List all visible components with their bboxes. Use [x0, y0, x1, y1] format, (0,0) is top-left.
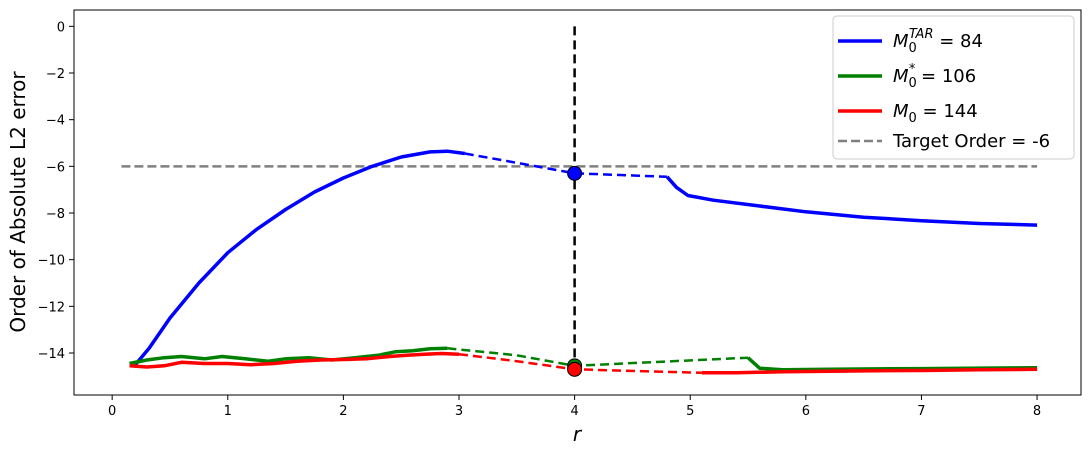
y-tick-label: −6: [46, 160, 65, 175]
x-tick-label: 6: [802, 404, 810, 419]
series-0-marker: [567, 165, 583, 181]
plot-frame: [73, 9, 1082, 396]
x-tick-label: 1: [224, 404, 232, 419]
series-0-solid-segment: [665, 175, 1038, 227]
y-tick-label: −4: [46, 114, 65, 129]
y-axis-title: Order of Absolute L2 error: [6, 71, 30, 333]
series-2-solid-segment: [129, 351, 460, 369]
x-tick-label: 2: [339, 404, 347, 419]
x-axis-ticks: 0 1 2 3 4 5 6 7 8: [108, 395, 1041, 419]
legend-label-2: M0 = 144: [893, 101, 978, 126]
series-0-dashed-segment: [464, 152, 668, 179]
legend-label-target: Target Order = -6: [892, 131, 1050, 152]
series-2-dashed-segment: [458, 352, 702, 375]
x-tick-label: 8: [1033, 404, 1041, 419]
y-tick-label: −10: [38, 254, 65, 269]
y-tick-label: −8: [46, 207, 65, 222]
legend-label-0: M0TAR = 84: [893, 27, 983, 56]
legend-label-1: M0* = 106: [893, 62, 976, 91]
x-tick-label: 4: [570, 404, 578, 419]
legend: M0TAR = 84 M0* = 106 M0 = 144 Target Order …: [832, 15, 1075, 160]
y-tick-label: −14: [38, 347, 65, 362]
x-tick-label: 0: [108, 404, 116, 419]
series-2-marker: [567, 361, 583, 377]
x-tick-label: 5: [686, 404, 694, 419]
x-tick-label: 3: [455, 404, 463, 419]
x-tick-label: 7: [917, 404, 925, 419]
y-tick-label: 0: [57, 20, 65, 35]
x-axis-title: r: [573, 422, 583, 446]
series-1-solid-segment: [129, 346, 448, 366]
legend-box: [832, 15, 1075, 160]
y-tick-label: −2: [46, 67, 65, 82]
series-0-solid-segment: [133, 149, 466, 366]
y-tick-label: −12: [38, 300, 65, 315]
series-1-dashed-segment: [447, 347, 749, 368]
series-2-solid-segment: [701, 367, 1038, 375]
chart-series: [121, 26, 1038, 377]
y-axis-ticks: 0 −2 −4 −6 −8 −10 −12 −14: [38, 20, 74, 362]
